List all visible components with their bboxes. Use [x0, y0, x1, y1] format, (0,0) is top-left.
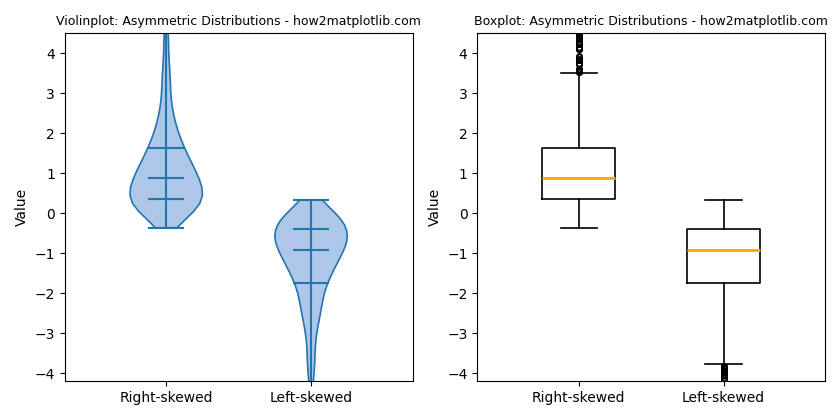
- Title: Violinplot: Asymmetric Distributions - how2matplotlib.com: Violinplot: Asymmetric Distributions - h…: [56, 15, 421, 28]
- Title: Boxplot: Asymmetric Distributions - how2matplotlib.com: Boxplot: Asymmetric Distributions - how2…: [475, 15, 828, 28]
- Y-axis label: Value: Value: [428, 188, 442, 226]
- Y-axis label: Value: Value: [15, 188, 29, 226]
